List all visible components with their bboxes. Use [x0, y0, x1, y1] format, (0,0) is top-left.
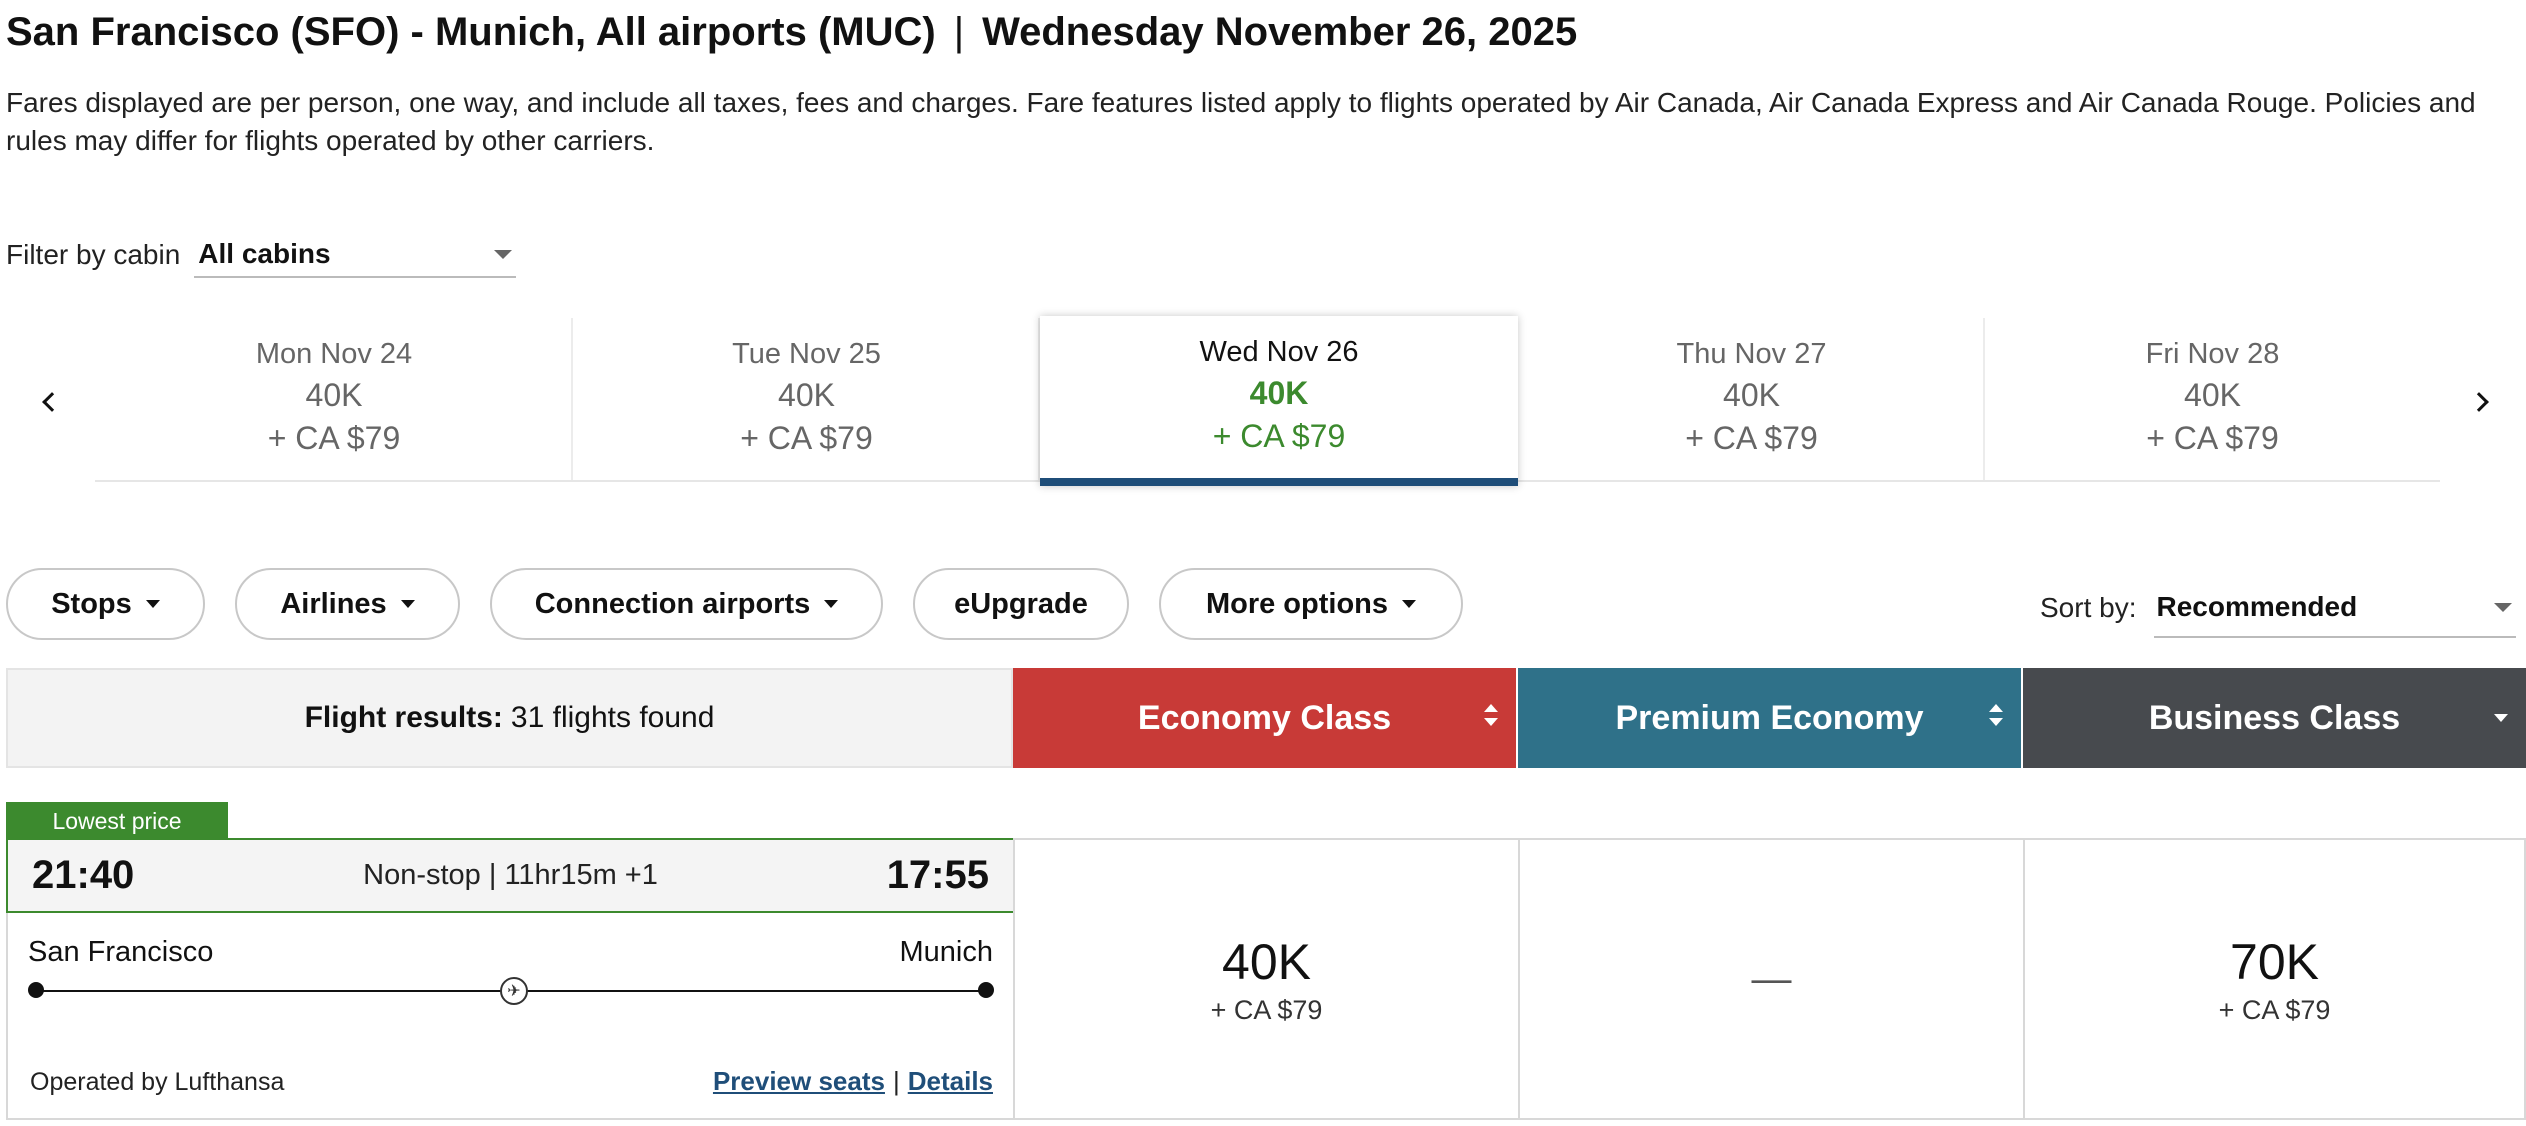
page-title: San Francisco (SFO) - Munich, All airpor…	[6, 10, 1577, 55]
lowest-price-badge: Lowest price	[6, 802, 228, 840]
date-option-mon-nov-24[interactable]: Mon Nov 24 40K + CA $79	[95, 318, 573, 480]
business-class-header[interactable]: Business Class	[2023, 668, 2526, 768]
details-link[interactable]: Details	[907, 1066, 993, 1096]
date-option-tue-nov-25[interactable]: Tue Nov 25 40K + CA $79	[573, 318, 1040, 480]
date-taxes: + CA $79	[1685, 420, 1818, 456]
date-label: Tue Nov 25	[732, 338, 881, 370]
date-points: 40K	[778, 377, 835, 413]
route-title: San Francisco (SFO) - Munich, All airpor…	[6, 10, 936, 54]
premium-fare-cell: —	[1518, 838, 2023, 1120]
chevron-down-icon	[2494, 602, 2513, 612]
date-taxes: + CA $79	[1212, 418, 1346, 454]
date-taxes: + CA $79	[267, 420, 401, 456]
economy-fare-taxes: + CA $79	[1210, 994, 1323, 1025]
cabin-filter-value: All cabins	[198, 238, 331, 269]
business-class-label: Business Class	[2148, 698, 2401, 737]
fare-disclaimer: Fares displayed are per person, one way,…	[6, 87, 2476, 156]
date-points: 40K	[305, 377, 363, 413]
sort-arrows-icon	[1989, 704, 2003, 726]
business-fare-taxes: + CA $79	[2218, 994, 2331, 1025]
destination-dot	[978, 982, 994, 998]
date-label: Thu Nov 27	[1676, 338, 1827, 370]
date-label: Wed Nov 26	[1199, 336, 1359, 368]
business-fare-points: 70K	[2230, 933, 2319, 990]
date-points: 40K	[2184, 377, 2241, 413]
origin-city: San Francisco	[28, 936, 214, 968]
flight-result-card: 21:40 Non-stop | 11hr15m +1 17:55 San Fr…	[6, 838, 1015, 1120]
route-cities: San Francisco Munich	[28, 936, 993, 969]
economy-class-label: Economy Class	[1137, 698, 1392, 737]
airlines-filter-button[interactable]: Airlines	[235, 568, 460, 640]
connection-airports-filter-label: Connection airports	[534, 587, 811, 620]
more-options-filter-button[interactable]: More options	[1159, 568, 1463, 640]
stops-filter-label: Stops	[51, 587, 132, 620]
flight-results-summary: Flight results: 31 flights found	[6, 668, 1013, 768]
premium-economy-header[interactable]: Premium Economy	[1518, 668, 2021, 768]
premium-economy-label: Premium Economy	[1615, 698, 1924, 737]
chevron-left-icon	[42, 392, 62, 412]
travel-date: Wednesday November 26, 2025	[982, 10, 1578, 54]
airlines-filter-label: Airlines	[280, 587, 387, 620]
sort-value: Recommended	[2156, 591, 2358, 622]
link-separator: |	[892, 1066, 900, 1096]
date-taxes: + CA $79	[2146, 420, 2279, 456]
date-points: 40K	[1723, 377, 1780, 413]
more-options-filter-label: More options	[1205, 587, 1389, 620]
date-option-thu-nov-27[interactable]: Thu Nov 27 40K + CA $79	[1518, 318, 1985, 480]
arrival-time: 17:55	[886, 853, 989, 897]
chevron-right-icon	[2469, 392, 2489, 412]
title-separator: |	[953, 10, 965, 54]
economy-class-header[interactable]: Economy Class	[1013, 668, 1516, 768]
chevron-down-icon	[2494, 714, 2508, 722]
date-option-fri-nov-28[interactable]: Fri Nov 28 40K + CA $79	[1985, 318, 2440, 480]
economy-fare-cell[interactable]: 40K + CA $79	[1013, 838, 1518, 1120]
eupgrade-filter-button[interactable]: eUpgrade	[913, 568, 1129, 640]
date-label: Fri Nov 28	[2145, 338, 2280, 370]
date-option-wed-nov-26[interactable]: Wed Nov 26 40K + CA $79	[1040, 316, 1518, 486]
operated-by: Operated by Lufthansa	[30, 1068, 285, 1096]
previous-dates-button[interactable]	[27, 380, 71, 424]
sort-select[interactable]: Recommended	[2154, 578, 2517, 638]
origin-dot	[28, 982, 44, 998]
date-points: 40K	[1249, 375, 1309, 411]
flight-links: Preview seats | Details	[713, 1066, 993, 1097]
preview-seats-link[interactable]: Preview seats	[712, 1066, 885, 1096]
sort-arrows-icon	[1484, 704, 1498, 726]
destination-city: Munich	[899, 936, 994, 968]
chevron-down-icon	[1402, 600, 1417, 608]
departure-time: 21:40	[32, 853, 135, 897]
date-carousel: Mon Nov 24 40K + CA $79 Tue Nov 25 40K +…	[95, 316, 2440, 486]
next-dates-button[interactable]	[2460, 380, 2504, 424]
sort-label: Sort by:	[2040, 592, 2137, 623]
stops-filter-button[interactable]: Stops	[6, 568, 205, 640]
cabin-filter-select[interactable]: All cabins	[194, 232, 517, 278]
connection-airports-filter-button[interactable]: Connection airports	[490, 568, 883, 640]
results-count: 31 flights found	[510, 701, 715, 734]
date-label: Mon Nov 24	[255, 338, 413, 370]
chevron-down-icon	[400, 600, 415, 608]
flight-summary-bar[interactable]: 21:40 Non-stop | 11hr15m +1 17:55	[6, 838, 1015, 913]
results-label: Flight results:	[304, 701, 503, 734]
business-fare-cell[interactable]: 70K + CA $79	[2023, 838, 2526, 1120]
premium-fare-unavailable: —	[1751, 956, 1792, 1001]
lufthansa-crane-icon: ✈	[500, 977, 528, 1005]
date-taxes: + CA $79	[740, 420, 873, 456]
cabin-filter: Filter by cabin All cabins	[6, 232, 517, 278]
chevron-down-icon	[145, 600, 160, 608]
cabin-filter-label: Filter by cabin	[6, 239, 181, 270]
eupgrade-filter-label: eUpgrade	[954, 587, 1088, 620]
economy-fare-points: 40K	[1222, 933, 1311, 990]
flight-duration: Non-stop | 11hr15m +1	[363, 859, 658, 891]
chevron-down-icon	[494, 249, 513, 259]
chevron-down-icon	[824, 600, 839, 608]
sort-control: Sort by: Recommended	[2040, 578, 2517, 638]
